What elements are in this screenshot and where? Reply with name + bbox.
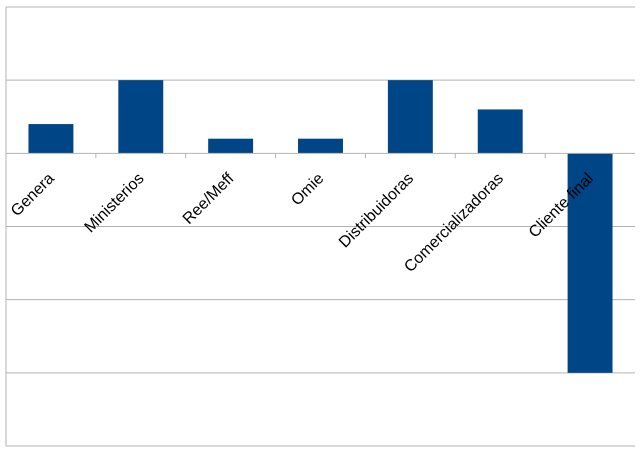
bar-ree-meff: [208, 138, 254, 154]
bar-distribuidoras: [387, 80, 433, 154]
x-tick-label: Distribuidoras: [336, 170, 417, 251]
bar-ministerios: [118, 80, 164, 154]
x-tick-label: Comercializadoras: [401, 170, 507, 276]
bar-comercializadoras: [477, 109, 523, 154]
bars: [28, 80, 613, 373]
gridlines: [6, 6, 635, 447]
axes: [5, 7, 635, 446]
x-tick-label: Genera: [8, 170, 58, 220]
bar-omie: [298, 138, 343, 154]
category-labels: Genera Ministerios Ree/Meff Omie Distribuido…: [8, 170, 597, 276]
bar-genera: [28, 124, 74, 154]
x-tick-label: Ree/Meff: [180, 170, 238, 228]
bar-cliente-final: [567, 153, 613, 373]
x-tick-label: Omie: [288, 170, 327, 209]
